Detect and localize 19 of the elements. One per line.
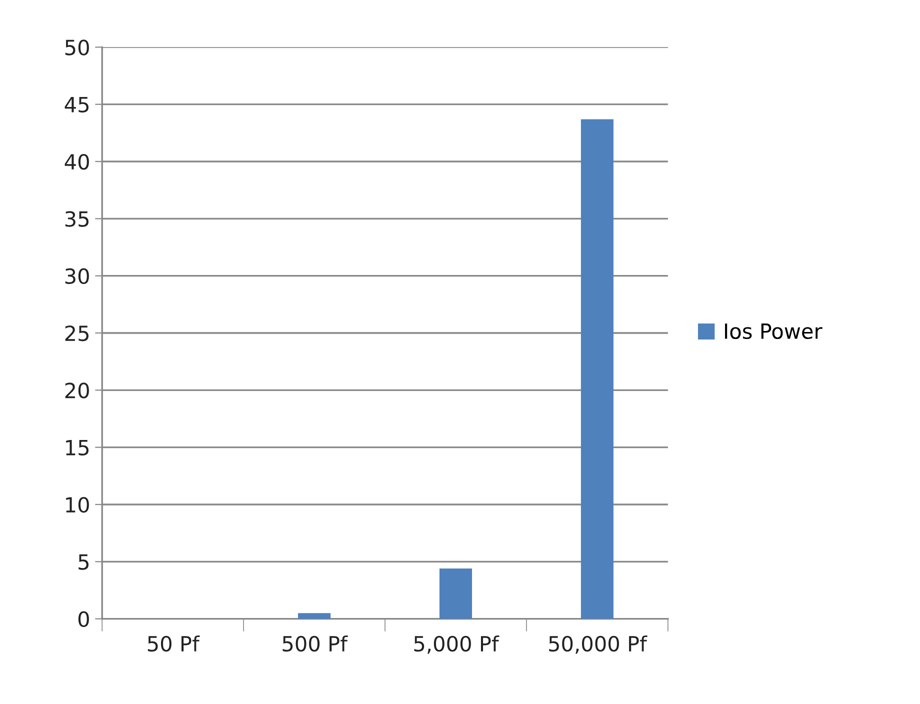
y-tick-label: 30 [65,268,89,284]
y-tick-label: 25 [65,325,88,342]
bar [580,119,614,619]
y-tick-label: 15 [66,440,88,456]
x-tick-label: 50,000 Pf [549,635,648,654]
x-tick-label: 500 Pf [282,635,348,652]
y-tick-label: 40 [64,154,89,170]
y-tick-label: 20 [65,382,89,398]
y-tick-label: 0 [78,611,89,628]
bar [298,613,331,619]
x-tick-label: 50 Pf [148,635,200,652]
x-tick-label: 5,000 Pf [414,635,500,654]
bar [439,568,472,619]
y-tick-label: 50 [65,40,89,56]
y-tick-label: 35 [65,211,88,227]
y-tick-label: 5 [78,554,88,570]
y-tick-label: 10 [66,496,89,513]
legend-label: Ios Power [725,324,822,340]
y-tick-label: 45 [64,97,88,113]
